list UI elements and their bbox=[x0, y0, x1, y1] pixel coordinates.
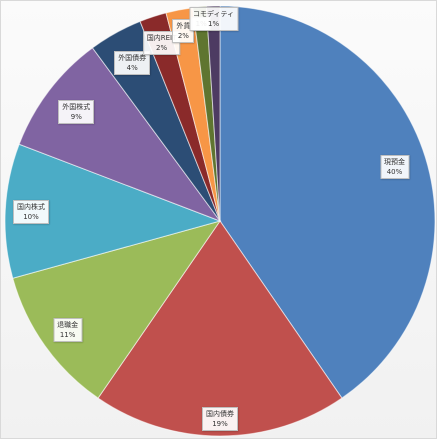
pie-slice bbox=[12, 220, 222, 399]
data-label-category: コモディティ bbox=[193, 10, 235, 18]
data-label-value: 10% bbox=[23, 213, 39, 221]
data-label-category: 国内債券 bbox=[206, 409, 234, 418]
data-label-category: 国内株式 bbox=[17, 203, 45, 211]
pie-slice bbox=[205, 5, 221, 222]
data-label: 国内債券 19% bbox=[202, 406, 238, 431]
data-label-value: 1% bbox=[208, 20, 220, 28]
pie-slice bbox=[97, 220, 343, 437]
data-label-value: 11% bbox=[59, 330, 76, 339]
data-label-value: 19% bbox=[212, 419, 228, 428]
data-label: 現預金 40% bbox=[380, 154, 409, 179]
data-label-value: 40% bbox=[386, 167, 403, 176]
data-label: 退職金 11% bbox=[53, 317, 83, 342]
data-label-category: 外国債券 bbox=[118, 54, 147, 63]
pie-slice bbox=[219, 5, 436, 399]
data-label: 国内REIT 2% bbox=[142, 31, 181, 56]
data-label-value: 4% bbox=[126, 64, 138, 73]
data-label: コモディティ 1% bbox=[189, 7, 239, 31]
data-label-category: 外国株式 bbox=[62, 102, 91, 111]
pie-slice bbox=[18, 47, 222, 223]
data-label-value: 9% bbox=[70, 112, 82, 121]
data-label-category: 外貨 bbox=[176, 22, 191, 30]
data-label: 国内株式 10% bbox=[13, 200, 49, 224]
data-label: 外国株式 9% bbox=[58, 99, 95, 124]
data-label-category: 国内REIT bbox=[146, 34, 177, 43]
data-label-value: 2% bbox=[156, 44, 168, 53]
data-label-category: 現預金 bbox=[384, 157, 405, 166]
data-label-category: 退職金 bbox=[57, 320, 79, 329]
data-label-value: 2% bbox=[177, 32, 189, 40]
pie-slice bbox=[4, 143, 222, 279]
